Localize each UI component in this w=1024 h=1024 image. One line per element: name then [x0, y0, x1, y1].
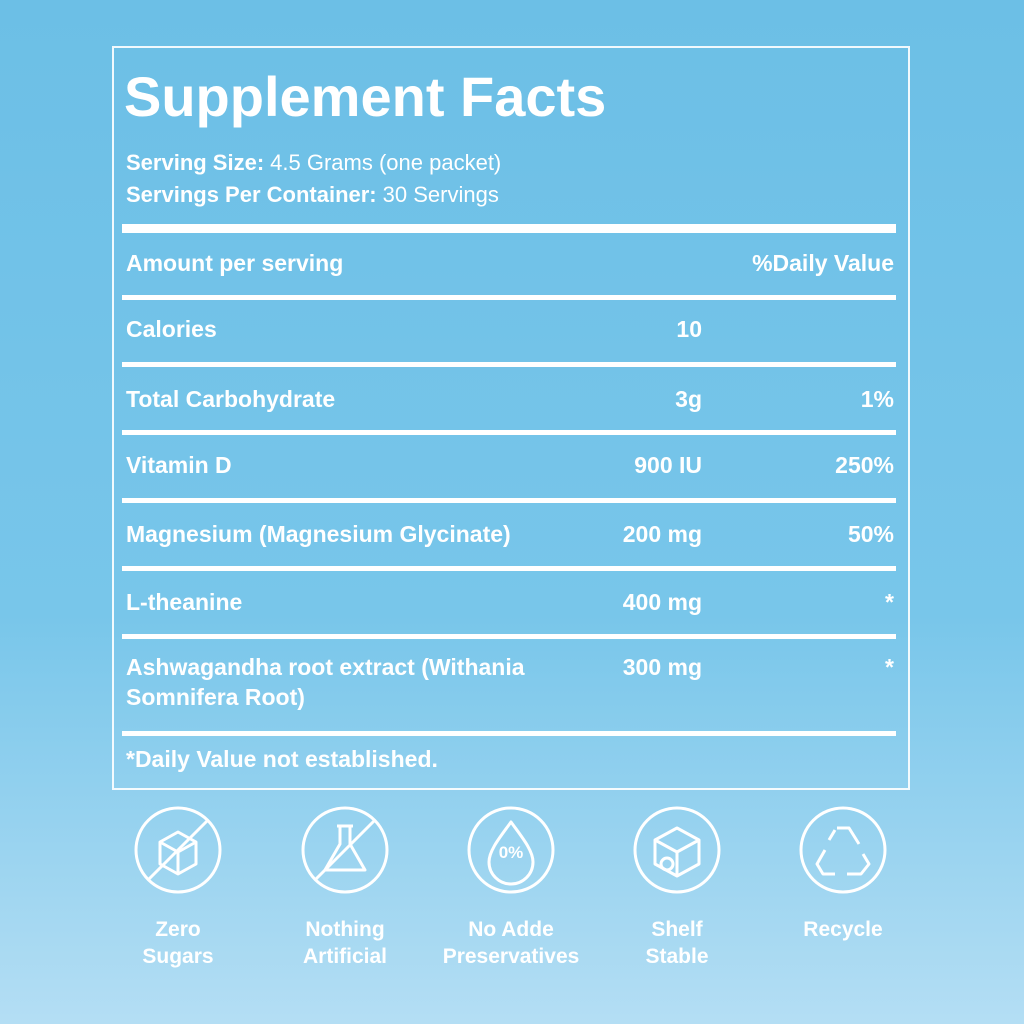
serving-line: Servings Per Container: 30 Servings — [126, 182, 499, 208]
badge-line: Artificial — [302, 945, 388, 968]
drop-icon — [467, 806, 555, 894]
panel-border — [112, 46, 910, 790]
row-name: Ashwagandha root extract (Withania Somni… — [126, 654, 525, 710]
divider — [122, 295, 896, 300]
badge-line: Stable — [645, 945, 709, 968]
divider — [122, 498, 896, 503]
row-name: Vitamin D — [126, 452, 232, 478]
footnote: *Daily Value not established. — [126, 746, 438, 772]
title: Supplement Facts — [124, 65, 607, 128]
divider — [122, 430, 896, 435]
header-name: Amount per serving — [126, 250, 344, 276]
divider — [122, 634, 896, 639]
row-name: Total Carbohydrate — [126, 386, 336, 412]
badge-icons: 0% — [134, 806, 887, 894]
box-icon — [633, 806, 721, 894]
row-dv: * — [885, 589, 894, 615]
serving-line: Serving Size: 4.5 Grams (one packet) — [126, 150, 501, 176]
serving-value: 4.5 Grams (one packet) — [270, 150, 502, 175]
serving-label: Servings Per Container: — [126, 182, 377, 207]
divider — [122, 566, 896, 571]
badge-label: Nothing Artificial — [260, 916, 430, 970]
badge-line: Preservatives — [442, 945, 580, 968]
recycle-icon — [799, 806, 887, 894]
badge-line: Nothing — [305, 918, 385, 941]
row-dv: 1% — [860, 386, 894, 412]
row-name: Calories — [126, 316, 217, 342]
badge-label: Zero Sugars — [93, 916, 263, 970]
badge-line: Zero — [155, 918, 201, 941]
badge-line: No Adde — [468, 918, 554, 941]
row-amount: 300 mg — [622, 654, 702, 680]
row-amount: 200 mg — [622, 521, 702, 547]
row-amount: 900 IU — [634, 452, 702, 478]
row-name: L-theanine — [126, 589, 243, 615]
serving-label: Serving Size: — [126, 150, 265, 175]
divider — [122, 224, 896, 233]
row-amount: 3g — [675, 386, 702, 412]
badge-line: Sugars — [142, 945, 214, 968]
badge-line: Shelf — [651, 918, 703, 941]
row-dv: 250% — [835, 452, 894, 478]
row-dv: * — [885, 654, 894, 680]
badge-line: Recycle — [803, 918, 883, 941]
badge-label: Shelf Stable — [592, 916, 762, 970]
header-dv: %Daily Value — [752, 250, 894, 276]
icon-text: 0% — [499, 843, 524, 862]
row-amount: 400 mg — [622, 589, 702, 615]
row-amount: 10 — [676, 316, 702, 342]
sugar-icon — [134, 806, 222, 894]
row-name: Magnesium (Magnesium Glycinate) — [126, 521, 511, 547]
badge-label: Recycle — [758, 916, 928, 943]
row-dv: 50% — [847, 521, 894, 547]
divider — [122, 731, 896, 736]
divider — [122, 362, 896, 367]
badge-label: No Adde Preservatives — [426, 916, 596, 970]
serving-value: 30 Servings — [382, 182, 499, 207]
flask-icon — [301, 806, 389, 894]
